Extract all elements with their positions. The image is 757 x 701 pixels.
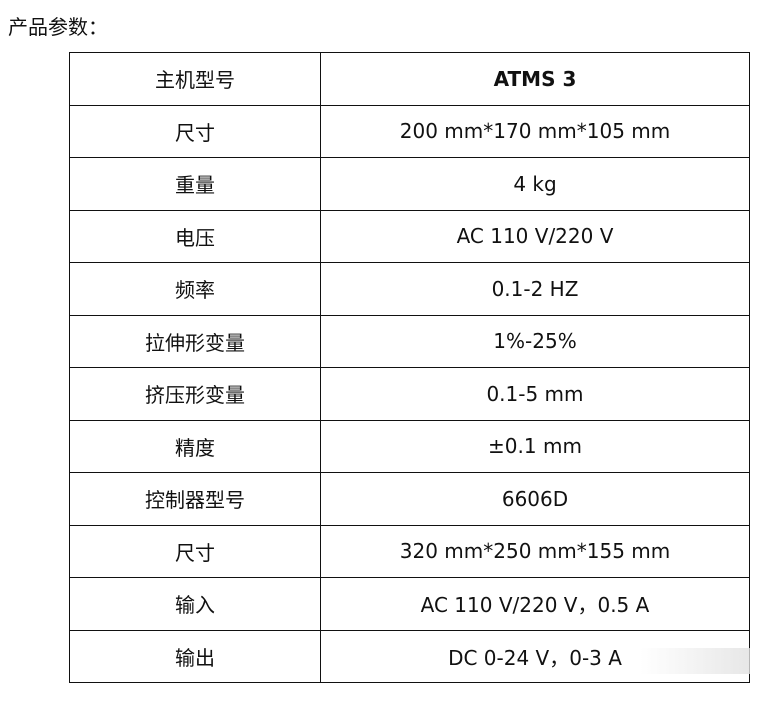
parameter-label: 尺寸 [69, 524, 321, 578]
parameter-label: 尺寸 [69, 104, 321, 158]
parameter-value: AC 110 V/220 V [320, 209, 750, 263]
parameter-value: 6606D [320, 472, 750, 526]
parameter-label: 输入 [69, 577, 321, 631]
parameter-value: 1%-25% [320, 314, 750, 368]
parameter-value: ATMS 3 [320, 52, 750, 106]
table-row: 挤压形变量 0.1-5 mm [69, 367, 750, 421]
parameter-value: 0.1-2 HZ [320, 262, 750, 316]
parameter-label: 控制器型号 [69, 472, 321, 526]
table-row: 频率 0.1-2 HZ [69, 262, 750, 316]
table-row: 控制器型号 6606D [69, 472, 750, 526]
table-row: 主机型号 ATMS 3 [69, 52, 750, 106]
parameter-label: 精度 [69, 419, 321, 473]
parameter-label: 频率 [69, 262, 321, 316]
table-row: 输入 AC 110 V/220 V，0.5 A [69, 577, 750, 631]
section-heading: 产品参数： [8, 15, 108, 39]
parameter-value: 200 mm*170 mm*105 mm [320, 104, 750, 158]
parameter-label: 挤压形变量 [69, 367, 321, 421]
table-row: 尺寸 200 mm*170 mm*105 mm [69, 104, 750, 158]
table-row: 拉伸形变量 1%-25% [69, 314, 750, 368]
parameter-value: AC 110 V/220 V，0.5 A [320, 577, 750, 631]
parameter-label: 重量 [69, 157, 321, 211]
watermark [640, 648, 750, 674]
parameter-label: 输出 [69, 629, 321, 683]
parameter-label: 主机型号 [69, 52, 321, 106]
table-row: 电压 AC 110 V/220 V [69, 209, 750, 263]
parameter-label: 拉伸形变量 [69, 314, 321, 368]
table-row: 重量 4 kg [69, 157, 750, 211]
parameter-value: 0.1-5 mm [320, 367, 750, 421]
product-parameters-table: 主机型号 ATMS 3 尺寸 200 mm*170 mm*105 mm 重量 4 kg 电压… [69, 52, 750, 683]
parameter-value: 4 kg [320, 157, 750, 211]
parameter-value: ±0.1 mm [320, 419, 750, 473]
table-row: 尺寸 320 mm*250 mm*155 mm [69, 524, 750, 578]
parameter-value: 320 mm*250 mm*155 mm [320, 524, 750, 578]
table-row: 精度 ±0.1 mm [69, 419, 750, 473]
parameter-label: 电压 [69, 209, 321, 263]
